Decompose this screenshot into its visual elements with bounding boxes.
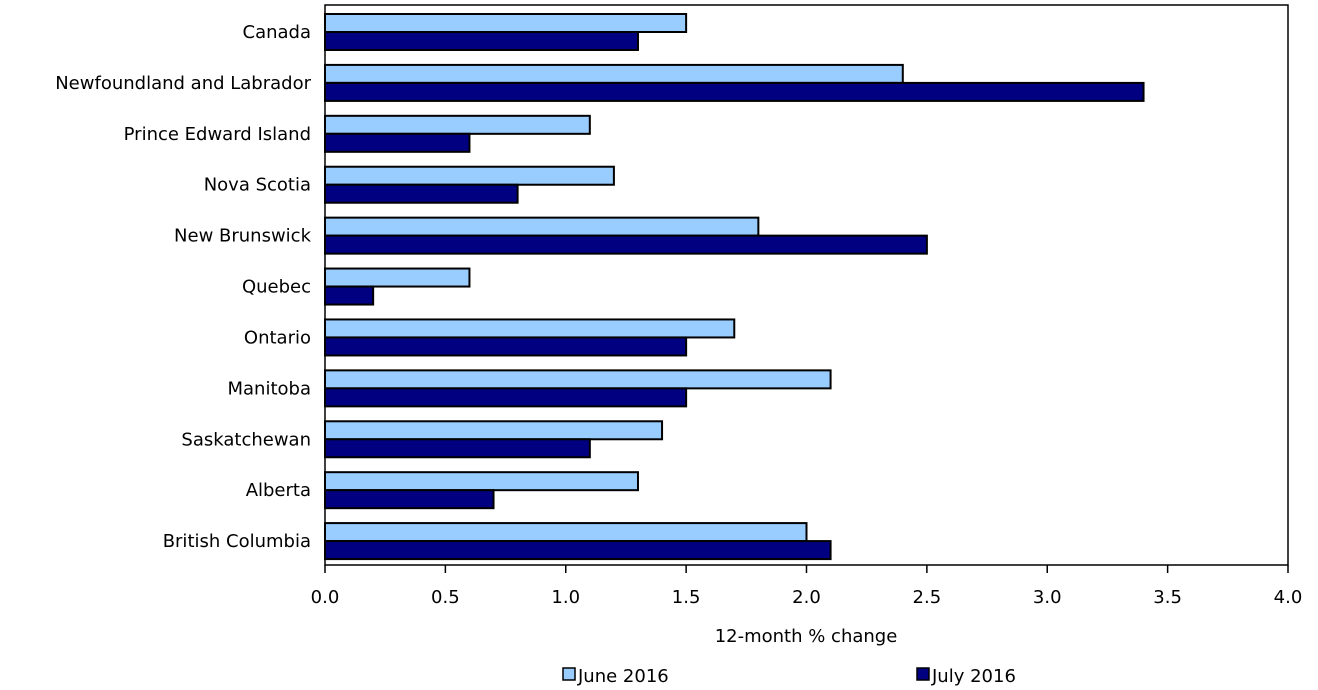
bar-july-9 (324, 489, 495, 510)
bar-july-8 (324, 438, 591, 459)
bar-june-7 (324, 369, 832, 390)
x-axis-title: 12-month % change (715, 626, 898, 647)
category-label: New Brunswick (174, 226, 312, 247)
legend-swatch-june (562, 667, 576, 681)
bars-group (324, 13, 1145, 561)
bar-july-6 (324, 336, 688, 357)
bar-june-0 (324, 13, 688, 33)
category-label: Newfoundland and Labrador (55, 73, 311, 94)
x-tick-label: 3.0 (1033, 587, 1062, 608)
bar-july-7 (324, 387, 688, 408)
bar-june-3 (324, 165, 615, 186)
x-tick-label: 0.5 (431, 587, 460, 608)
category-label: Saskatchewan (181, 429, 311, 450)
bar-june-2 (324, 114, 591, 135)
legend-swatch-july (916, 667, 930, 681)
x-tick-label: 2.5 (913, 587, 942, 608)
category-label: Alberta (246, 480, 311, 501)
bar-june-6 (324, 318, 736, 339)
bar-july-2 (324, 132, 471, 153)
x-tick-label: 1.5 (672, 587, 701, 608)
bar-june-8 (324, 420, 664, 441)
legend-label-july: July 2016 (931, 666, 1016, 687)
bar-july-1 (324, 81, 1145, 102)
bar-july-3 (324, 183, 519, 204)
bar-july-0 (324, 31, 639, 51)
category-label: Quebec (242, 277, 311, 298)
bar-june-1 (324, 63, 904, 84)
category-label: Manitoba (228, 378, 312, 399)
x-tick-label: 0.0 (311, 587, 340, 608)
bar-june-10 (324, 522, 808, 543)
bar-june-9 (324, 471, 639, 492)
x-tick-label: 1.0 (551, 587, 580, 608)
bar-july-10 (324, 540, 832, 561)
x-tick-label: 2.0 (792, 587, 821, 608)
x-tick-label: 3.5 (1153, 587, 1182, 608)
legend: June 2016 July 2016 (562, 666, 1016, 687)
category-label: Ontario (244, 327, 311, 348)
bar-july-5 (324, 285, 375, 306)
x-axis-ticks: 0.0 0.5 1.0 1.5 2.0 2.5 3.0 3.5 4.0 (311, 565, 1303, 608)
bar-july-4 (324, 234, 928, 255)
category-label: Nova Scotia (204, 175, 311, 196)
category-label: Canada (243, 22, 312, 43)
legend-label-june: June 2016 (577, 666, 669, 687)
category-labels: Canada Newfoundland and Labrador Prince Ed… (55, 22, 311, 552)
x-tick-label: 4.0 (1274, 587, 1303, 608)
bar-june-5 (324, 267, 471, 288)
category-label: British Columbia (163, 531, 311, 552)
bar-june-4 (324, 216, 760, 237)
category-label: Prince Edward Island (124, 124, 311, 145)
